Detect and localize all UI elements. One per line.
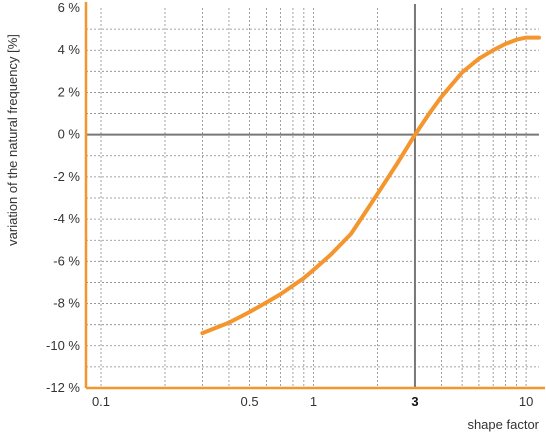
y-tick-label: -12 % — [46, 380, 80, 395]
y-tick-label: 6 % — [58, 0, 81, 15]
y-tick-label: -10 % — [46, 338, 80, 353]
y-tick-label: 4 % — [58, 42, 81, 57]
x-tick-label: 1 — [310, 394, 317, 409]
series-line-0 — [200, 35, 541, 336]
x-axis-title: shape factor — [467, 417, 539, 432]
y-tick-label: -8 % — [53, 296, 80, 311]
y-tick-label: -4 % — [53, 211, 80, 226]
x-tick-label: 0.5 — [241, 394, 259, 409]
y-tick-label: 0 % — [58, 127, 81, 142]
axes — [84, 2, 545, 390]
y-tick-labels: 6 % 4 % 2 % 0 % -2 % -4 % -6 % -8 % -10 % -12 % — [46, 0, 80, 395]
y-tick-label: 2 % — [58, 84, 81, 99]
y-tick-label: -6 % — [53, 253, 80, 268]
x-tick-label: 10 — [519, 394, 533, 409]
x-tick-label: 0.1 — [92, 394, 110, 409]
series-layer — [200, 35, 541, 336]
reference-lines — [86, 4, 539, 388]
x-tick-labels: 0.1 0.5 1 3 10 — [92, 394, 533, 409]
y-axis-title: variation of the natural frequency [%] — [5, 34, 20, 246]
x-tick-label: 3 — [411, 394, 418, 409]
y-tick-label: -2 % — [53, 169, 80, 184]
